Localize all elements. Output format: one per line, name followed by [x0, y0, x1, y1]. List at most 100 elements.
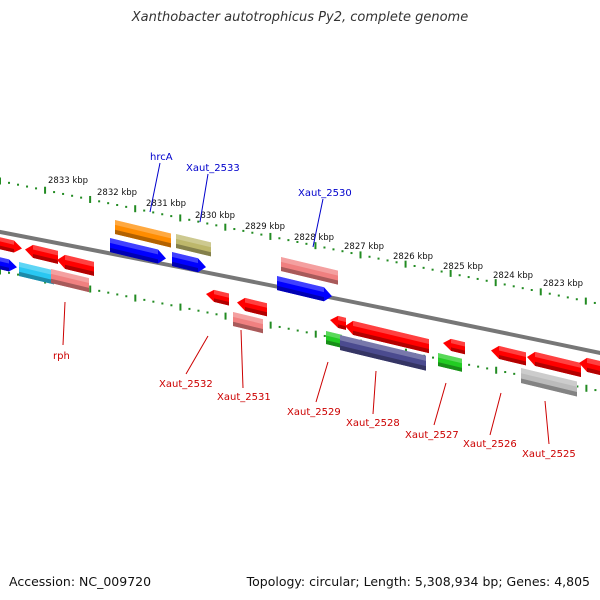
gene-arrow: [0, 237, 22, 253]
gene-arrow: [0, 257, 17, 272]
gene-highlight: [338, 315, 346, 323]
scale-bottom-dot: [125, 295, 128, 298]
label-leader-line: [185, 335, 209, 375]
scale-top-dot: [548, 292, 551, 295]
gene-shadow: [19, 271, 54, 285]
scale-top-dot: [197, 220, 200, 223]
scale-top-dot: [467, 276, 470, 279]
scale-top-dot: [62, 192, 65, 195]
scale-top-dot: [278, 237, 281, 240]
gene-shadow: [353, 330, 429, 354]
scale-bottom-dot: [152, 300, 155, 303]
gene-arrow: [172, 252, 206, 273]
label-leader-line: [240, 329, 244, 389]
gene-label: Xaut_2530: [298, 188, 352, 199]
gene-body: [277, 276, 332, 302]
scale-top-dot: [206, 222, 209, 225]
gene-arrow: [443, 338, 465, 355]
scale-top-dot: [215, 224, 218, 227]
gene-highlight: [0, 237, 14, 245]
scale-top-dot: [107, 202, 110, 205]
label-leader-line: [372, 370, 377, 415]
scale-top-dot: [152, 211, 155, 214]
scale-bottom-dot: [287, 327, 290, 330]
scale-top-dot: [8, 181, 11, 184]
scale-top-dot: [341, 250, 344, 253]
gene-highlight: [0, 257, 9, 264]
gene-label: Xaut_2528: [346, 418, 400, 429]
gene-shadow: [521, 378, 577, 397]
map-title: Xanthobacter autotrophicus Py2, complete…: [131, 10, 469, 25]
label-leader-line: [544, 400, 550, 445]
scale-top-dot: [530, 289, 533, 292]
scale-top-dot: [431, 268, 434, 271]
gene-highlight: [172, 252, 198, 264]
scale-bottom-dot: [504, 371, 507, 374]
scale-top-dot: [242, 229, 245, 232]
scale-label: 2832 kbp: [97, 188, 137, 198]
gene-arrow: [340, 335, 426, 371]
gene-arrow: [25, 244, 58, 264]
gene-highlight: [176, 234, 211, 248]
scale-bottom-dot: [432, 356, 435, 359]
scale-top-dot: [503, 283, 506, 286]
scale-top-dot: [458, 274, 461, 277]
gene-highlight: [115, 220, 171, 239]
scale-bottom-dot: [305, 331, 308, 334]
scale-top-dot: [287, 239, 290, 242]
scale-top-dot: [413, 264, 416, 267]
gene-shadow: [587, 367, 600, 376]
gene-highlight: [281, 257, 338, 276]
scale-top-dot: [332, 248, 335, 251]
gene-shadow: [214, 298, 229, 306]
scale-top-dot: [80, 196, 83, 199]
scale-top-dot: [17, 183, 20, 186]
gene-shadow: [110, 247, 158, 264]
gene-arrow: [345, 320, 429, 354]
gene-highlight: [110, 238, 158, 255]
scale-top-dot: [98, 200, 101, 203]
gene-arrow: [115, 220, 171, 248]
scale-bottom-dot: [98, 289, 101, 292]
scale-top-dot: [260, 233, 263, 236]
gene-highlight: [353, 320, 429, 345]
scale-bottom-dot: [486, 367, 489, 370]
scale-bottom-dot: [513, 372, 516, 375]
gene-highlight: [65, 254, 94, 267]
gene-shadow: [172, 261, 198, 273]
genes: [0, 220, 600, 397]
gene-body: [110, 238, 166, 264]
scale-bottom-dot: [594, 389, 597, 392]
gene-label: Xaut_2525: [522, 449, 576, 460]
scale-top-dot: [485, 279, 488, 282]
gene-shadow: [115, 229, 171, 248]
gene-arrow: [277, 276, 332, 302]
gene-arrow: [110, 238, 166, 264]
label-leader-line: [489, 392, 502, 436]
gene-highlight: [587, 357, 600, 366]
gene-shadow: [0, 245, 14, 253]
gene-arrow: [491, 345, 526, 366]
label-leader-line: [312, 198, 324, 248]
scale-bottom-dot: [197, 309, 200, 312]
scale-bottom-dot: [323, 334, 326, 337]
gene-arrow: [51, 269, 89, 293]
scale-bottom-dot: [161, 302, 164, 305]
gene-shadow: [281, 266, 338, 285]
scale-bottom-dot: [468, 363, 471, 366]
scale-top: 2833 kbp 2832 kbp 2831 kbp 2830 kbp 2829 kbp…: [0, 176, 596, 305]
scale-bottom-dot: [8, 271, 11, 274]
scale-top-dot: [575, 298, 578, 301]
gene-label: rph: [53, 351, 70, 362]
gene-shadow: [245, 307, 267, 317]
gene-arrow: [233, 312, 263, 334]
gene-highlight: [340, 335, 426, 361]
gene-highlight: [535, 351, 581, 368]
gene-label: hrcA: [150, 152, 173, 163]
gene-highlight: [277, 276, 324, 293]
scale-top-dot: [251, 231, 254, 234]
scale-label: 2827 kbp: [344, 242, 384, 252]
scale-bottom-dot: [576, 385, 579, 388]
